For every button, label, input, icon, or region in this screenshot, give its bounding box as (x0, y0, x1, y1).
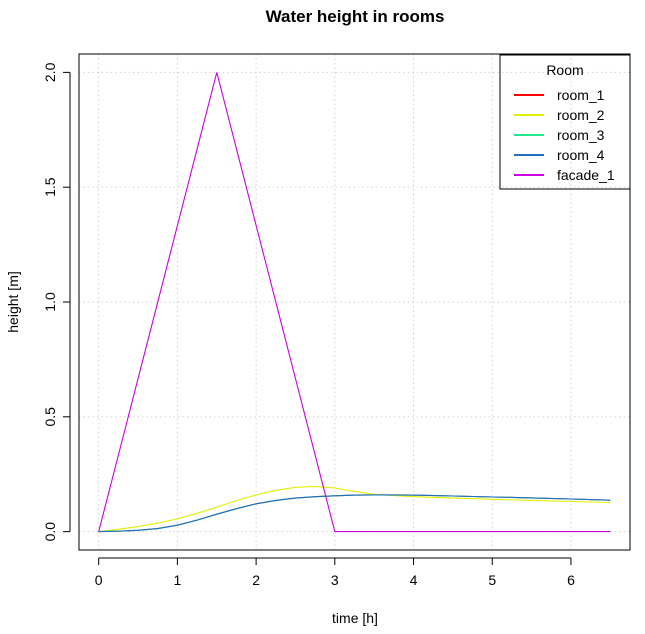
y-tick-label: 1.5 (42, 177, 58, 197)
x-tick-label: 0 (95, 572, 103, 588)
legend-label-room_2: room_2 (557, 107, 605, 123)
y-axis: 0.0 0.5 1.0 1.5 2.0 (42, 62, 71, 542)
x-axis-label: time [h] (332, 610, 378, 626)
x-tick-label: 4 (410, 572, 418, 588)
legend-items: room_1 room_2 room_3 room_4 facade_1 (514, 87, 615, 183)
x-tick-label: 2 (252, 572, 260, 588)
series-line-facade_1 (98, 72, 611, 533)
y-tick-label: 1.0 (42, 292, 58, 312)
chart-title: Water height in rooms (266, 7, 445, 26)
legend-label-room_3: room_3 (557, 127, 605, 143)
series-layer (98, 72, 611, 533)
y-tick-label: 0.0 (42, 522, 58, 542)
series-line-room_2 (98, 485, 611, 533)
y-axis-label: height [m] (5, 271, 21, 332)
plot-frame (78, 53, 631, 551)
y-tick-label: 0.5 (42, 407, 58, 427)
legend: Room room_1 room_2 room_3 room_4 facade_1 (499, 54, 631, 190)
legend-title: Room (546, 62, 583, 78)
legend-label-facade_1: facade_1 (557, 167, 615, 183)
legend-label-room_4: room_4 (557, 147, 605, 163)
x-tick-label: 5 (488, 572, 496, 588)
x-tick-label: 6 (567, 572, 575, 588)
x-tick-label: 1 (173, 572, 181, 588)
grid (79, 54, 630, 550)
legend-box (499, 54, 631, 190)
x-axis: 0 1 2 3 4 5 6 (95, 557, 575, 588)
y-tick-label: 2.0 (42, 62, 58, 82)
series-line-room_4 (98, 494, 611, 533)
legend-label-room_1: room_1 (557, 87, 605, 103)
x-tick-label: 3 (331, 572, 339, 588)
